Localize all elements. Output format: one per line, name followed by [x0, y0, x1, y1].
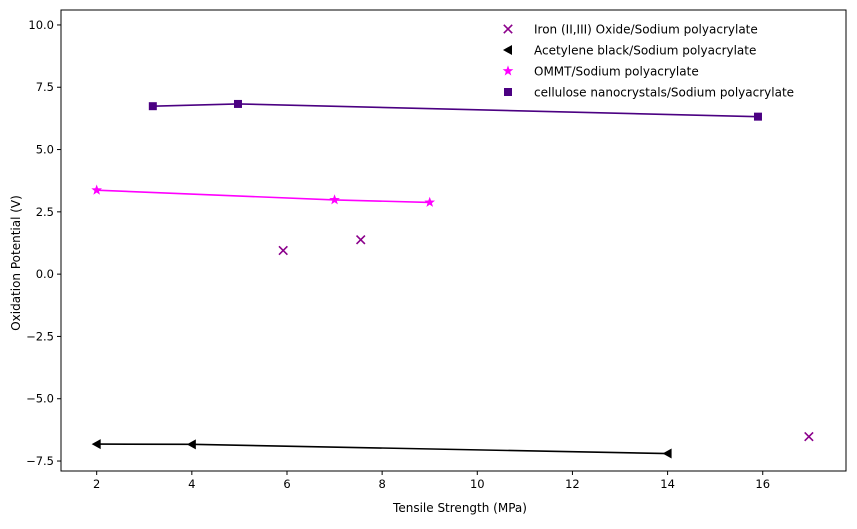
x-tick-label: 2 [93, 477, 100, 491]
x-tick-label: 6 [283, 477, 290, 491]
data-point-series-4 [148, 102, 157, 111]
x-tick-label: 12 [565, 477, 580, 491]
data-point-series-3 [91, 184, 103, 195]
y-tick-label: 2.5 [36, 205, 54, 219]
data-point-series-4 [753, 112, 762, 121]
data-point-series-1 [804, 431, 814, 442]
plot-area: 2 4 6 8 10 12 14 16 −7.5 −5.0 −2.5 0.0 2.5 5.0 7.5 10.0 [26, 9, 847, 491]
legend-marker-2 [503, 45, 512, 55]
x-tick-label: 14 [660, 477, 675, 491]
legend-label-2: Acetylene black/Sodium polyacrylate [534, 44, 756, 58]
series-line-4 [152, 103, 759, 118]
data-point-series-1 [355, 234, 366, 245]
x-tick-label: 10 [470, 477, 485, 491]
data-point-series-1 [278, 245, 288, 256]
data-point-series-3 [329, 194, 340, 205]
y-axis-label: Oxidation Potential (V) [9, 195, 23, 331]
y-tick-label: 10.0 [28, 18, 54, 32]
data-point-series-2 [91, 439, 101, 450]
legend-label-3: OMMT/Sodium polyacrylate [534, 65, 699, 79]
data-point-series-2 [662, 448, 672, 459]
series-line-3 [96, 189, 430, 204]
data-point-series-4 [233, 99, 242, 108]
y-tick-label: −2.5 [26, 329, 54, 343]
series-line-2 [96, 443, 668, 455]
legend-marker-1 [503, 24, 513, 34]
x-tick-label: 4 [188, 477, 195, 491]
legend: Iron (II,III) Oxide/Sodium polyacrylate A… [502, 23, 794, 100]
y-tick-label: 7.5 [36, 80, 54, 94]
y-tick-label: −7.5 [26, 454, 54, 468]
legend-marker-3 [502, 65, 514, 76]
y-tick-label: −5.0 [26, 392, 54, 406]
x-tick-label: 8 [378, 477, 385, 491]
data-point-series-2 [186, 439, 196, 450]
x-axis-label: Tensile Strength (MPa) [392, 501, 527, 515]
y-tick-label: 5.0 [36, 143, 54, 157]
legend-label-1: Iron (II,III) Oxide/Sodium polyacrylate [534, 23, 758, 37]
plot-frame [60, 9, 847, 472]
legend-label-4: cellulose nanocrystals/Sodium polyacryla… [534, 86, 794, 100]
x-tick-label: 16 [755, 477, 770, 491]
legend-marker-4 [504, 88, 512, 96]
y-tick-label: 0.0 [36, 267, 54, 281]
data-point-series-3 [424, 196, 436, 207]
